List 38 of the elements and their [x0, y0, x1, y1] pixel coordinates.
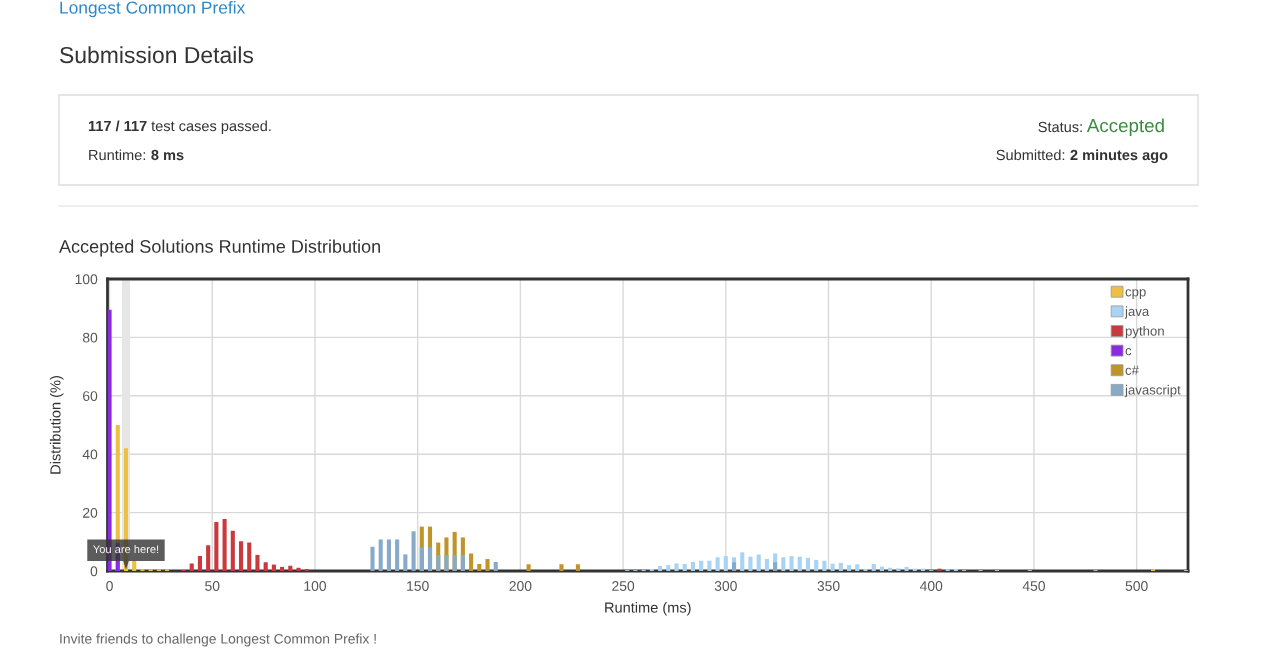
x-tick-label: 50 [205, 581, 220, 591]
x-tick-label: 0 [106, 581, 113, 591]
x-tick-label: 200 [509, 581, 532, 591]
x-tick-label: 150 [407, 581, 429, 591]
y-tick-label: 20 [83, 507, 98, 518]
text: Status: [1038, 121, 1082, 133]
legend-label: python [1125, 325, 1164, 339]
x-tick-label: 500 [1125, 581, 1148, 591]
x-tick-label: 350 [817, 581, 840, 591]
legend-label: cpp [1125, 289, 1146, 300]
legend-label: c# [1125, 365, 1139, 375]
y-tick-label: 80 [82, 332, 98, 343]
text: Longest Common Prefix [60, 1, 246, 18]
annotation: You are here! [93, 544, 159, 554]
legend-label: c [1125, 348, 1132, 356]
text: Invite friends to challenge Longest Common Prefix ! [60, 633, 376, 647]
text: 8 ms [151, 149, 184, 161]
x-tick-label: 400 [919, 581, 943, 591]
x-tick-label: 300 [714, 581, 737, 591]
y-tick-label: 40 [82, 449, 98, 460]
x-tick-label: 450 [1022, 581, 1045, 591]
chart-title: Accepted Solutions Runtime Distribution [59, 239, 380, 257]
text: 117 / 117 [88, 120, 147, 132]
text: Runtime: [89, 149, 146, 161]
y-tick-label: 0 [90, 566, 98, 577]
y-axis-title: Distribution (%) [49, 376, 64, 474]
text: Accepted [1086, 118, 1164, 136]
text: test cases passed. [151, 120, 271, 135]
y-tick-label: 100 [75, 274, 98, 285]
legend-label: java [1124, 306, 1150, 319]
text: Submission Details [60, 46, 254, 64]
text: 2 minutes ago [1070, 149, 1168, 164]
legend-label: javascript [1124, 384, 1181, 398]
x-axis-title: Runtime (ms) [605, 602, 691, 616]
text: Submitted: [996, 149, 1065, 161]
y-tick-label: 60 [83, 391, 98, 401]
x-tick-label: 250 [612, 581, 635, 591]
x-tick-label: 100 [304, 581, 327, 591]
